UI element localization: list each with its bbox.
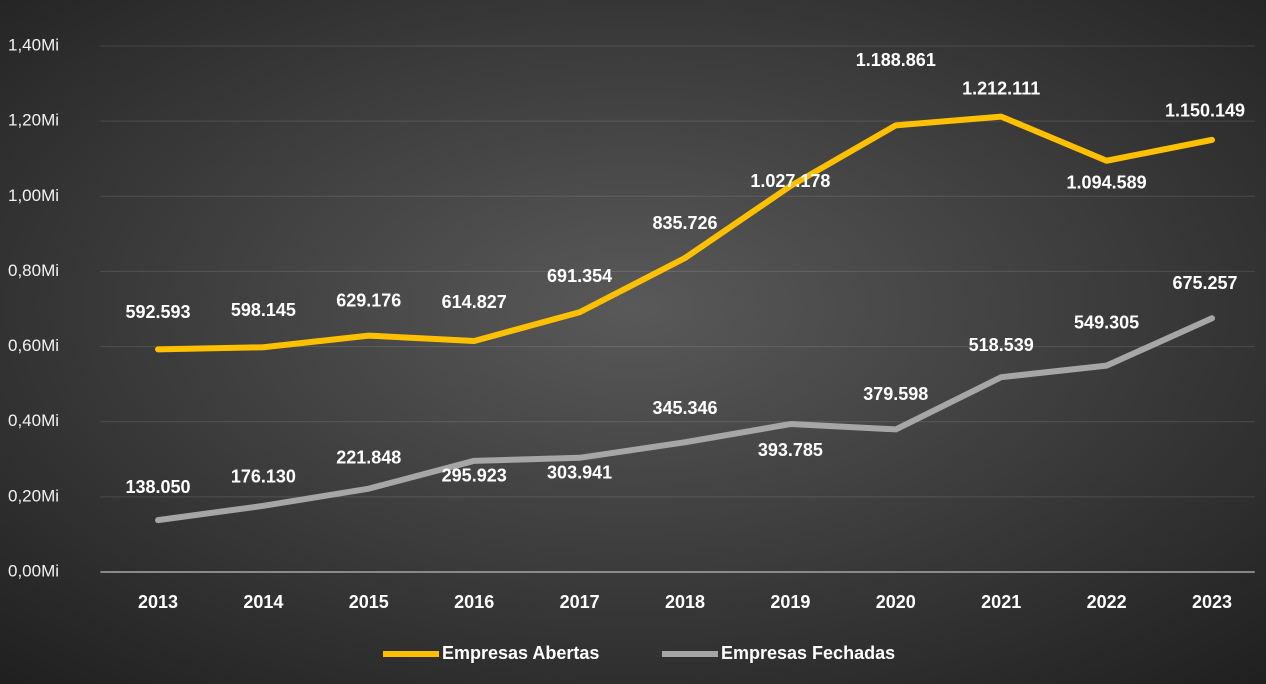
x-tick-label: 2021 bbox=[981, 592, 1021, 612]
data-label: 629.176 bbox=[336, 290, 401, 310]
x-tick-label: 2014 bbox=[243, 592, 283, 612]
y-tick-label: 0,00Mi bbox=[8, 561, 59, 580]
x-tick-label: 2023 bbox=[1192, 592, 1232, 612]
data-label: 592.593 bbox=[125, 302, 190, 322]
x-tick-label: 2020 bbox=[876, 592, 916, 612]
data-label: 598.145 bbox=[231, 300, 296, 320]
y-tick-label: 0,40Mi bbox=[8, 411, 59, 430]
data-label: 176.130 bbox=[231, 467, 296, 487]
data-label: 675.257 bbox=[1172, 273, 1237, 293]
series-line bbox=[155, 315, 1215, 524]
data-label: 345.346 bbox=[652, 398, 717, 418]
x-tick-label: 2017 bbox=[560, 592, 600, 612]
data-label: 393.785 bbox=[758, 440, 823, 460]
x-tick-label: 2016 bbox=[454, 592, 494, 612]
data-label: 138.050 bbox=[125, 477, 190, 497]
y-tick-label: 0,20Mi bbox=[8, 486, 59, 505]
data-label: 303.941 bbox=[547, 463, 612, 483]
legend-label: Empresas Abertas bbox=[442, 643, 599, 663]
legend-label: Empresas Fechadas bbox=[721, 643, 895, 663]
data-label: 1.094.589 bbox=[1067, 172, 1147, 192]
y-tick-label: 1,40Mi bbox=[8, 35, 59, 54]
data-label: 614.827 bbox=[442, 292, 507, 312]
data-label: 1.027.178 bbox=[750, 171, 830, 191]
data-label: 379.598 bbox=[863, 384, 928, 404]
data-label: 518.539 bbox=[969, 335, 1034, 355]
data-label: 549.305 bbox=[1074, 312, 1139, 332]
y-tick-label: 0,80Mi bbox=[8, 261, 59, 280]
data-label: 835.726 bbox=[652, 213, 717, 233]
x-tick-label: 2022 bbox=[1087, 592, 1127, 612]
x-tick-label: 2018 bbox=[665, 592, 705, 612]
x-tick-label: 2013 bbox=[138, 592, 178, 612]
x-tick-label: 2015 bbox=[349, 592, 389, 612]
series-line bbox=[155, 113, 1215, 353]
data-label: 295.923 bbox=[442, 466, 507, 486]
y-tick-label: 0,60Mi bbox=[8, 336, 59, 355]
data-label: 221.848 bbox=[336, 447, 401, 467]
y-tick-label: 1,00Mi bbox=[8, 186, 59, 205]
x-tick-label: 2019 bbox=[770, 592, 810, 612]
data-label: 691.354 bbox=[547, 266, 612, 286]
y-tick-label: 1,20Mi bbox=[8, 111, 59, 130]
data-label: 1.212.111 bbox=[962, 78, 1040, 98]
data-label: 1.188.861 bbox=[856, 50, 936, 70]
data-label: 1.150.149 bbox=[1165, 101, 1245, 121]
